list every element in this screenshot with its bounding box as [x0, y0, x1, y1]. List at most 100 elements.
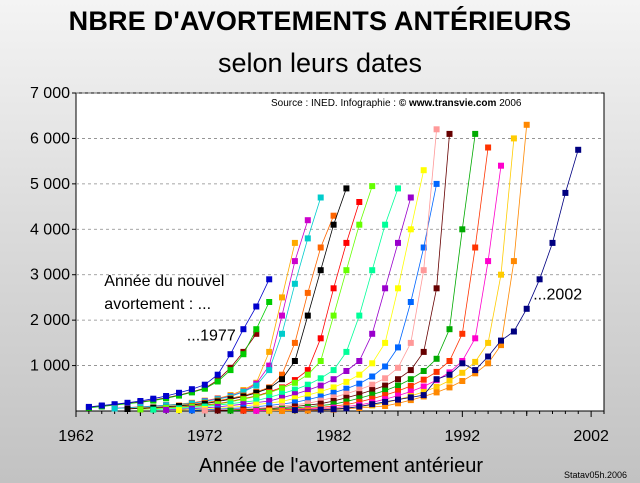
data-point [472, 367, 479, 374]
data-point [420, 383, 427, 390]
data-point [266, 299, 273, 305]
y-tick-label: 7 000 [30, 85, 70, 102]
data-point [279, 376, 285, 383]
data-point [330, 376, 337, 383]
data-point [188, 407, 195, 414]
data-point [124, 406, 131, 412]
data-point [98, 402, 105, 409]
data-point [446, 326, 453, 333]
data-point [395, 344, 401, 351]
data-point [356, 312, 363, 319]
data-point [407, 226, 414, 233]
data-point [420, 348, 427, 355]
data-point [201, 407, 208, 414]
data-point [111, 401, 118, 408]
data-point [433, 355, 440, 362]
data-point [343, 239, 350, 246]
data-point [240, 351, 247, 358]
data-point [382, 339, 389, 346]
data-point [485, 258, 492, 265]
data-point [356, 398, 363, 405]
data-point [279, 398, 285, 405]
annotations: Année du nouvel avortement : ... ...1977..… [104, 273, 582, 345]
data-point [472, 358, 479, 365]
data-point [446, 358, 453, 364]
data-point [356, 386, 363, 393]
chart-title: NBRE D'AVORTEMENTS ANTÉRIEURS [68, 6, 572, 36]
data-point [356, 395, 363, 402]
data-point [407, 394, 414, 401]
data-point [459, 378, 466, 384]
data-point [317, 244, 324, 251]
data-point [536, 276, 543, 283]
data-point [253, 303, 260, 310]
data-point [472, 244, 479, 251]
data-point [253, 401, 260, 408]
data-point [523, 121, 530, 128]
data-point [382, 392, 389, 399]
data-point [343, 385, 350, 392]
data-point [304, 367, 311, 374]
data-point [407, 194, 414, 201]
data-point [330, 312, 337, 319]
data-point [420, 388, 427, 395]
data-point [291, 358, 298, 364]
data-point [407, 376, 414, 383]
x-tick-label: 1972 [187, 428, 223, 445]
data-point [510, 258, 517, 265]
data-point [369, 387, 376, 394]
data-point [304, 289, 311, 296]
data-point [188, 389, 195, 396]
series-line [114, 197, 322, 409]
data-point [369, 381, 376, 388]
data-point [137, 398, 144, 404]
data-point [317, 382, 324, 389]
data-point [266, 385, 273, 392]
chart-subtitle: selon leurs dates [217, 48, 423, 78]
data-point [330, 285, 337, 292]
data-point [317, 406, 324, 413]
data-point [498, 337, 504, 344]
data-point [266, 276, 273, 283]
data-point [395, 239, 401, 246]
data-point [433, 285, 440, 292]
data-point [407, 388, 414, 395]
data-point [304, 396, 311, 403]
data-point [240, 388, 247, 395]
data-point [420, 368, 427, 374]
data-point [266, 394, 273, 401]
data-point [304, 217, 311, 224]
data-point [343, 348, 350, 355]
data-point [523, 305, 530, 312]
data-point [420, 244, 427, 251]
data-point [240, 326, 247, 333]
data-point [330, 212, 337, 219]
data-point [395, 285, 401, 292]
data-point [304, 371, 311, 378]
data-point [446, 377, 453, 384]
data-point [498, 271, 504, 278]
data-point [304, 312, 311, 319]
data-point [369, 373, 376, 380]
data-point [291, 280, 298, 287]
data-point [330, 389, 337, 396]
data-point [330, 398, 337, 404]
data-point [240, 396, 247, 403]
data-point [485, 353, 492, 360]
data-point [446, 371, 453, 378]
data-point [356, 199, 363, 205]
data-point [498, 162, 504, 169]
x-tick-label: 1982 [316, 428, 352, 445]
data-point [176, 389, 182, 396]
data-point [343, 368, 350, 374]
data-point [291, 386, 298, 393]
data-point [433, 180, 440, 187]
data-point [304, 387, 311, 394]
data-point [485, 339, 492, 346]
data-point [459, 226, 466, 233]
y-tick-label: 1 000 [30, 358, 70, 375]
y-tick-label: 4 000 [30, 221, 70, 238]
source-label: Source : INED. Infographie : © www.trans… [271, 98, 522, 109]
data-point [498, 342, 504, 349]
annotation: Année du nouvel [104, 273, 224, 290]
